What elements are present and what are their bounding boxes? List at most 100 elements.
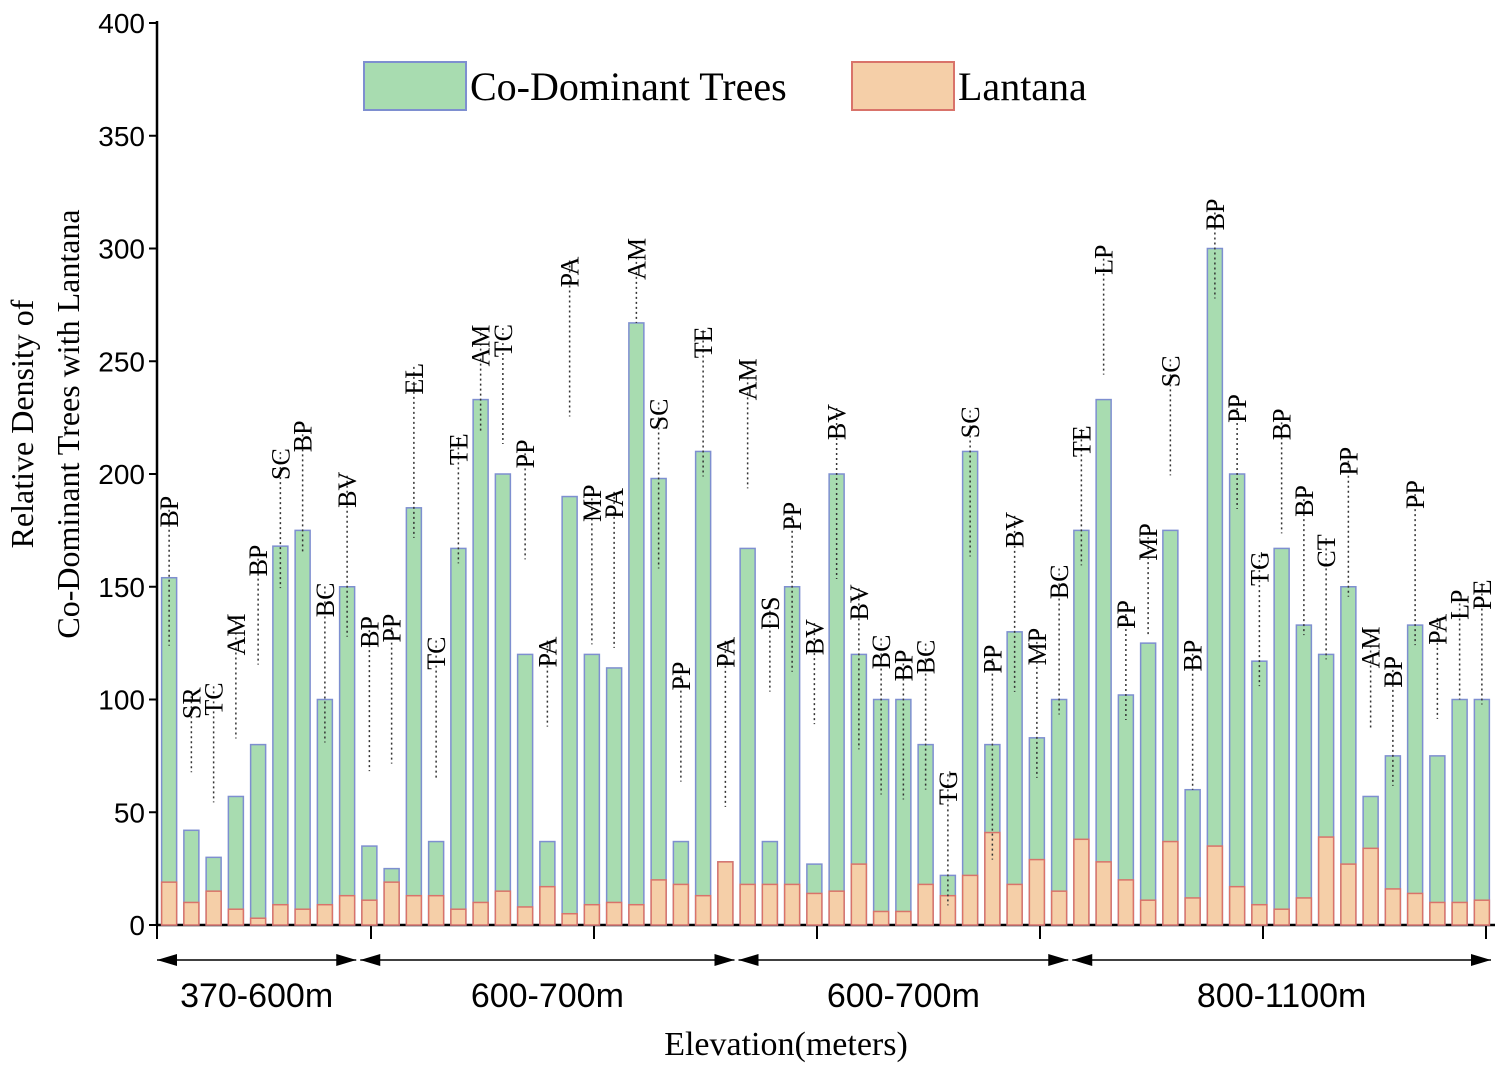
bar-species-label: PP (378, 614, 407, 643)
bar-co-dominant-trees (1295, 624, 1313, 926)
bar-lantana (850, 863, 868, 926)
bar-co-dominant-trees (739, 547, 756, 926)
bar-lantana (1006, 883, 1023, 926)
bar-lantana (450, 908, 467, 926)
bar-lantana (539, 885, 556, 926)
bar-species-label: SR (177, 687, 206, 719)
group-arrow-right (1048, 954, 1069, 966)
bar-species-label: MP (578, 484, 607, 522)
bar-species-label: BP (1379, 656, 1408, 688)
bar-co-dominant-trees (1406, 624, 1424, 926)
bar-lantana (516, 906, 534, 926)
bar-species-label: TG (1245, 551, 1274, 586)
bar-species-label: TC (489, 324, 518, 357)
bar-co-dominant-trees (450, 547, 467, 926)
bar-species-label: TE (689, 326, 718, 358)
bar-lantana (1340, 863, 1357, 926)
y-tick-label: 150 (98, 572, 145, 603)
bar-co-dominant-trees (628, 322, 645, 926)
bar-co-dominant-trees (405, 507, 423, 926)
y-axis-title-line-2: Co-Dominant Trees with Lantana (50, 209, 86, 638)
bar-co-dominant-trees (605, 667, 623, 926)
bar-species-label: AM (734, 358, 763, 400)
bar-species-label: PP (1223, 394, 1252, 423)
group-arrow-left (360, 954, 381, 966)
bar-lantana (249, 917, 267, 926)
bar-lantana (1073, 838, 1090, 926)
bar-species-label: BC (867, 635, 896, 670)
y-axis-group: 0 50 100 150 200 250 300 350 400 (98, 8, 1495, 941)
bar-co-dominant-trees (1473, 698, 1491, 926)
bar-species-label: BV (845, 584, 874, 620)
bar-lantana (205, 890, 222, 926)
bar-co-dominant-trees (272, 545, 289, 926)
bar-co-dominant-trees (294, 529, 311, 926)
bar-species-label: MP (1134, 523, 1163, 561)
bar-co-dominant-trees (1095, 398, 1112, 926)
bar-lantana (1050, 890, 1068, 926)
bar-lantana (650, 879, 667, 926)
bar-species-label: AM (467, 325, 496, 367)
bars-group (160, 247, 1491, 926)
bar-lantana (1139, 899, 1157, 926)
bar-co-dominant-trees (650, 477, 667, 926)
bar-lantana (583, 903, 601, 926)
bar-lantana (605, 901, 623, 926)
bar-species-label: LP (1446, 590, 1475, 620)
bar-lantana (160, 881, 178, 926)
elevation-groups: 370-600m 600-700m 600-700m 800-1100m (157, 954, 1491, 1015)
bar-species-label: PA (533, 636, 562, 667)
group-arrow-right (714, 954, 735, 966)
bar-lantana (694, 894, 712, 926)
bar-lantana (1184, 897, 1201, 926)
bar-species-label: BC (912, 640, 941, 675)
bar-species-label: CT (1312, 534, 1341, 567)
group-arrow-right (1471, 954, 1491, 966)
legend: Co-Dominant Trees Lantana (363, 61, 1087, 111)
bar-co-dominant-trees (1451, 698, 1468, 926)
bar-lantana (961, 874, 979, 926)
bar-lantana (561, 912, 578, 926)
bar-lantana (1095, 861, 1112, 926)
bar-co-dominant-trees (1139, 642, 1157, 926)
y-tick-label: 250 (98, 346, 145, 377)
bar-lantana (895, 910, 912, 926)
elevation-group-label: 370-600m (180, 977, 333, 1015)
bar-lantana (806, 892, 823, 926)
x-axis-title: Elevation(meters) (664, 1026, 908, 1063)
bar-lantana (472, 901, 489, 926)
bar-species-label: AM (1357, 626, 1386, 668)
bar-species-label: TC (422, 637, 451, 670)
bar-lantana (1117, 879, 1135, 926)
bar-species-label: PP (978, 645, 1007, 674)
y-tick-label: 350 (98, 121, 145, 152)
bar-lantana (1206, 845, 1224, 926)
bar-lantana (783, 883, 801, 926)
bar-lantana (1362, 847, 1379, 926)
bar-species-label: BV (823, 404, 852, 440)
bar-species-label: PE (1468, 580, 1497, 610)
bar-species-label: PA (711, 637, 740, 668)
bar-species-label: PP (1334, 447, 1363, 476)
group-arrow-right (336, 954, 357, 966)
bar-species-label: PA (556, 256, 585, 287)
bar-lantana (1028, 858, 1046, 926)
bar-species-label: EL (400, 363, 429, 395)
bar-species-label: PA (1423, 614, 1452, 645)
bar-lantana (872, 910, 890, 926)
bar-lantana (405, 894, 423, 926)
elevation-group-label: 800-1100m (1197, 977, 1367, 1015)
legend-swatch-trees (363, 61, 467, 111)
bar-species-label: PP (778, 502, 807, 531)
bar-co-dominant-trees (961, 450, 979, 926)
bar-species-label: AM (222, 613, 251, 655)
bar-species-label: BC (1045, 565, 1074, 600)
bar-species-label: BP (355, 616, 384, 648)
bar-lantana (1406, 892, 1424, 926)
bar-species-label: SC (1156, 355, 1185, 387)
bar-lantana (628, 903, 645, 926)
bar-lantana (294, 908, 311, 926)
y-tick-label: 100 (98, 685, 145, 716)
bar-lantana (227, 908, 245, 926)
y-axis-title: Relative Density of Co-Dominant Trees wi… (4, 209, 86, 638)
